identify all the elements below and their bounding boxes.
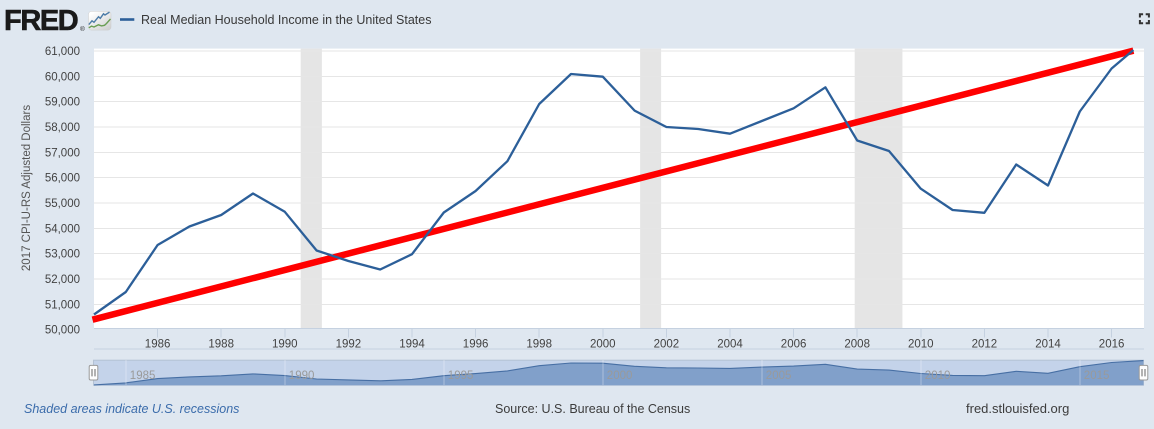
svg-text:2010: 2010 [908, 339, 934, 351]
svg-text:1994: 1994 [399, 339, 425, 351]
svg-text:1996: 1996 [463, 339, 489, 351]
svg-text:59,000: 59,000 [45, 97, 80, 109]
svg-text:1986: 1986 [145, 339, 171, 351]
svg-text:1992: 1992 [336, 339, 362, 351]
svg-text:2008: 2008 [844, 339, 870, 351]
svg-text:60,000: 60,000 [45, 71, 80, 83]
svg-text:55,000: 55,000 [45, 198, 80, 210]
svg-text:2000: 2000 [607, 370, 633, 382]
svg-text:2006: 2006 [781, 339, 807, 351]
svg-text:2005: 2005 [766, 370, 792, 382]
svg-text:2010: 2010 [925, 370, 951, 382]
svg-text:50,000: 50,000 [45, 325, 80, 337]
svg-text:51,000: 51,000 [45, 299, 80, 311]
svg-text:2000: 2000 [590, 339, 616, 351]
svg-text:52,000: 52,000 [45, 274, 80, 286]
svg-text:2016: 2016 [1099, 339, 1125, 351]
svg-text:54,000: 54,000 [45, 223, 80, 235]
svg-text:2015: 2015 [1084, 370, 1110, 382]
svg-text:53,000: 53,000 [45, 249, 80, 261]
svg-text:1988: 1988 [208, 339, 234, 351]
svg-text:58,000: 58,000 [45, 122, 80, 134]
svg-text:61,000: 61,000 [45, 46, 80, 58]
svg-text:1985: 1985 [130, 370, 156, 382]
svg-text:56,000: 56,000 [45, 173, 80, 185]
svg-text:1990: 1990 [289, 370, 315, 382]
svg-text:1995: 1995 [448, 370, 474, 382]
svg-text:1998: 1998 [526, 339, 552, 351]
svg-text:2012: 2012 [972, 339, 998, 351]
svg-text:2014: 2014 [1035, 339, 1061, 351]
svg-text:2002: 2002 [654, 339, 680, 351]
svg-text:1990: 1990 [272, 339, 298, 351]
svg-text:2017 CPI-U-RS Adjusted Dollars: 2017 CPI-U-RS Adjusted Dollars [21, 105, 33, 271]
svg-text:2004: 2004 [717, 339, 743, 351]
svg-text:57,000: 57,000 [45, 147, 80, 159]
